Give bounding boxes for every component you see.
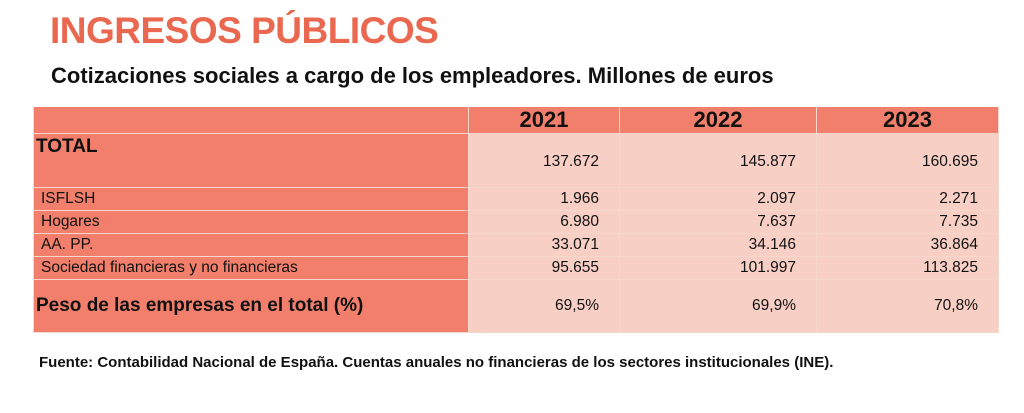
cell-value: 145.877 — [619, 133, 817, 188]
total-row: TOTAL 137.672 145.877 160.695 — [33, 133, 999, 188]
cell-value: 1.966 — [468, 187, 620, 211]
year-header: 2021 — [468, 107, 620, 134]
source-note: Fuente: Contabilidad Nacional de España.… — [39, 354, 834, 371]
cell-value: 6.980 — [468, 210, 620, 234]
row-label: ISFLSH — [33, 187, 469, 211]
cell-value: 137.672 — [468, 133, 620, 188]
table-subtitle: Cotizaciones sociales a cargo de los emp… — [51, 63, 774, 88]
peso-row: Peso de las empresas en el total (%) 69,… — [33, 279, 999, 333]
cell-value: 95.655 — [468, 256, 620, 280]
cell-value: 101.997 — [619, 256, 817, 280]
row-label: Hogares — [33, 210, 469, 234]
cell-value: 7.637 — [619, 210, 817, 234]
cell-value: 34.146 — [619, 233, 817, 257]
cell-value: 70,8% — [816, 279, 999, 333]
row-label: Sociedad financieras y no financieras — [33, 256, 469, 280]
row-label: AA. PP. — [33, 233, 469, 257]
header-corner — [33, 107, 469, 134]
page-title: INGRESOS PÚBLICOS — [50, 10, 439, 51]
cell-value: 2.097 — [619, 187, 817, 211]
cell-value: 160.695 — [816, 133, 999, 188]
cell-value: 36.864 — [816, 233, 999, 257]
row-label: TOTAL — [33, 133, 469, 188]
row-label: Peso de las empresas en el total (%) — [33, 279, 469, 333]
year-header: 2023 — [816, 107, 999, 134]
cell-value: 69,9% — [619, 279, 817, 333]
year-header: 2022 — [619, 107, 817, 134]
cell-value: 69,5% — [468, 279, 620, 333]
table-row: ISFLSH 1.966 2.097 2.271 — [33, 187, 999, 211]
table-row: Hogares 6.980 7.637 7.735 — [33, 210, 999, 234]
table-row: Sociedad financieras y no financieras 95… — [33, 256, 999, 280]
contributions-table: 2021 2022 2023 TOTAL 137.672 145.877 160… — [33, 107, 999, 333]
cell-value: 113.825 — [816, 256, 999, 280]
cell-value: 7.735 — [816, 210, 999, 234]
header-row: 2021 2022 2023 — [33, 107, 999, 134]
table-row: AA. PP. 33.071 34.146 36.864 — [33, 233, 999, 257]
cell-value: 33.071 — [468, 233, 620, 257]
cell-value: 2.271 — [816, 187, 999, 211]
